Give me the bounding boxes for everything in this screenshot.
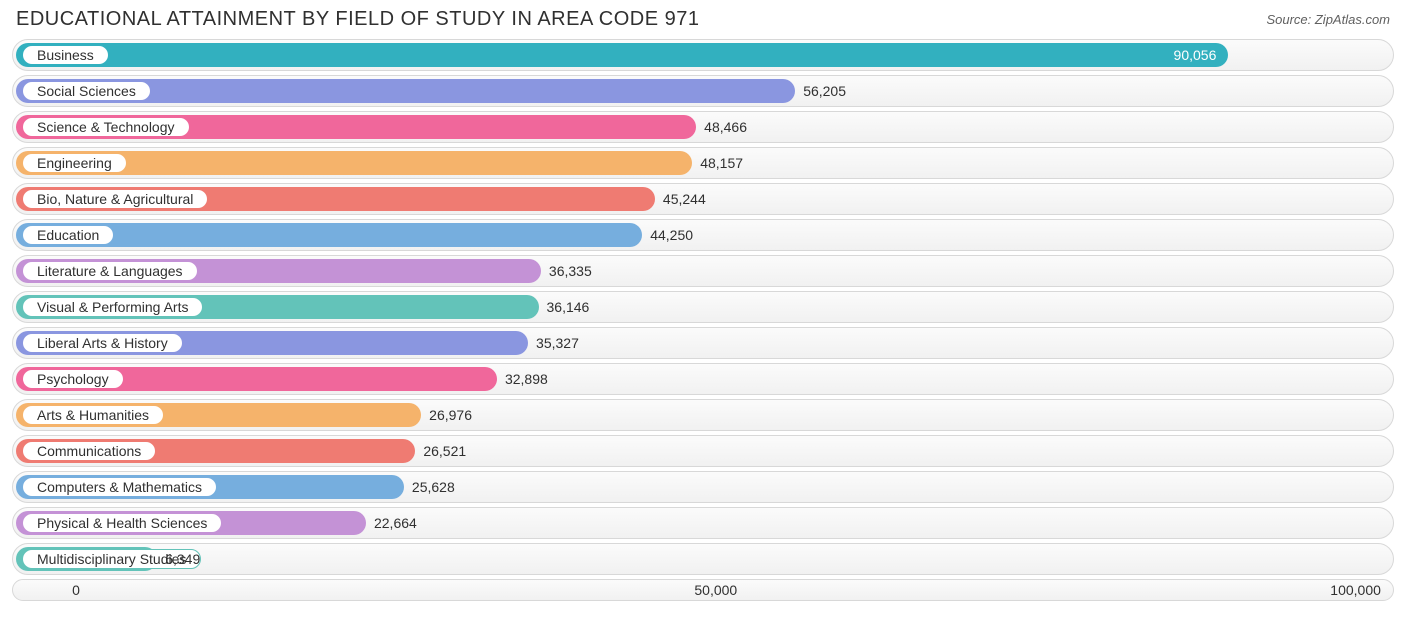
bar-row: Science & Technology 48,466 — [12, 111, 1394, 143]
bar-value-label: 32,898 — [505, 363, 548, 395]
bar-value-label: 36,146 — [547, 291, 590, 323]
bar-row: Bio, Nature & Agricultural 45,244 — [12, 183, 1394, 215]
bar-row: Business 90,056 — [12, 39, 1394, 71]
bar-category-pill: Literature & Languages — [22, 261, 198, 281]
bar-row: Liberal Arts & History 35,327 — [12, 327, 1394, 359]
bar-value-label: 44,250 — [650, 219, 693, 251]
chart-header: EDUCATIONAL ATTAINMENT BY FIELD OF STUDY… — [12, 8, 1394, 39]
bar-value-label: 25,628 — [412, 471, 455, 503]
bar-row: Multidisciplinary Studies6,349 — [12, 543, 1394, 575]
bar-category-label: Science & Technology — [37, 120, 175, 134]
bar-value-label: 22,664 — [374, 507, 417, 539]
bar-category-label: Bio, Nature & Agricultural — [37, 192, 193, 206]
x-axis: 0 50,000 100,000 — [12, 579, 1394, 609]
bar-category-pill: Social Sciences — [22, 81, 151, 101]
bar-category-label: Visual & Performing Arts — [37, 300, 188, 314]
bar-value-label: 36,335 — [549, 255, 592, 287]
bar-category-label: Computers & Mathematics — [37, 480, 202, 494]
bar-value-label: 26,976 — [429, 399, 472, 431]
bar-row: Visual & Performing Arts 36,146 — [12, 291, 1394, 323]
bar-category-pill: Education — [22, 225, 114, 245]
bar-row: Engineering 48,157 — [12, 147, 1394, 179]
bar-value-label: 56,205 — [803, 75, 846, 107]
bar-chart: Business 90,056 Social Sciences 56,205 Scien… — [12, 39, 1394, 609]
x-axis-tick: 100,000 — [1330, 579, 1381, 601]
bar-value-label: 90,056 — [1174, 39, 1229, 71]
bar-fill — [16, 43, 1228, 67]
bar-category-label: Education — [37, 228, 99, 242]
bar-value-label: 45,244 — [663, 183, 706, 215]
bar-category-pill: Computers & Mathematics — [22, 477, 217, 497]
x-axis-tick: 50,000 — [694, 579, 737, 601]
bar-row: Communications 26,521 — [12, 435, 1394, 467]
bar-row: Education 44,250 — [12, 219, 1394, 251]
bar-value-label: 35,327 — [536, 327, 579, 359]
chart-title: EDUCATIONAL ATTAINMENT BY FIELD OF STUDY… — [16, 8, 699, 31]
bar-category-pill: Liberal Arts & History — [22, 333, 183, 353]
bar-value-label: 48,466 — [704, 111, 747, 143]
bar-row: Arts & Humanities 26,976 — [12, 399, 1394, 431]
bar-category-pill: Business — [22, 45, 109, 65]
bar-category-label: Multidisciplinary Studies — [37, 552, 186, 566]
bar-track — [12, 543, 1394, 575]
bar-value-label: 26,521 — [423, 435, 466, 467]
bar-category-label: Liberal Arts & History — [37, 336, 168, 350]
bar-category-pill: Communications — [22, 441, 156, 461]
bar-category-label: Psychology — [37, 372, 109, 386]
bar-category-pill: Visual & Performing Arts — [22, 297, 203, 317]
bar-value-label: 6,349 — [165, 543, 200, 575]
bar-category-label: Physical & Health Sciences — [37, 516, 207, 530]
bar-category-label: Business — [37, 48, 94, 62]
bar-row: Computers & Mathematics 25,628 — [12, 471, 1394, 503]
bar-row: Literature & Languages 36,335 — [12, 255, 1394, 287]
bar-value-label: 48,157 — [700, 147, 743, 179]
bar-category-pill: Engineering — [22, 153, 127, 173]
bar-row: Social Sciences 56,205 — [12, 75, 1394, 107]
bar-row: Psychology 32,898 — [12, 363, 1394, 395]
bar-category-label: Arts & Humanities — [37, 408, 149, 422]
bar-row: Physical & Health Sciences 22,664 — [12, 507, 1394, 539]
bar-category-pill: Physical & Health Sciences — [22, 513, 222, 533]
bar-category-label: Engineering — [37, 156, 112, 170]
x-axis-tick: 0 — [72, 579, 80, 601]
chart-source: Source: ZipAtlas.com — [1266, 8, 1390, 27]
bar-category-pill: Psychology — [22, 369, 124, 389]
bar-category-pill: Bio, Nature & Agricultural — [22, 189, 208, 209]
bar-category-label: Communications — [37, 444, 141, 458]
bar-category-pill: Arts & Humanities — [22, 405, 164, 425]
bar-category-label: Social Sciences — [37, 84, 136, 98]
bar-category-label: Literature & Languages — [37, 264, 183, 278]
bar-category-pill: Science & Technology — [22, 117, 190, 137]
